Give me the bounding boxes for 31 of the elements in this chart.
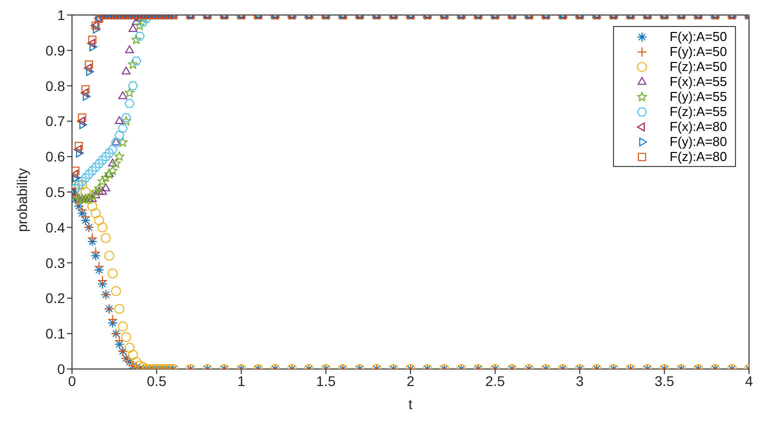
- y-axis-title: probability: [14, 168, 30, 232]
- y-tick-label: 0.9: [46, 42, 66, 58]
- legend-label: F(x):A=80: [670, 119, 727, 134]
- y-tick-label: 0.1: [46, 326, 66, 342]
- x-tick-label: 3: [576, 372, 584, 389]
- y-tick-label: 0.3: [46, 254, 66, 271]
- x-tick-label: 1.5: [316, 372, 336, 389]
- legend-label: F(y):A=55: [670, 89, 727, 104]
- legend-label: F(z):A=55: [670, 104, 727, 119]
- x-tick-label: 1: [237, 372, 246, 389]
- y-tick-label: 0.4: [46, 219, 66, 236]
- y-tick-label: 0.2: [46, 290, 66, 306]
- x-axis-title: t: [408, 396, 413, 412]
- y-tick-label: 0.7: [46, 113, 66, 130]
- legend-label: F(z):A=80: [670, 149, 727, 164]
- y-tick-label: 0.6: [46, 148, 66, 165]
- y-tick-label: 0.8: [46, 78, 66, 94]
- x-tick-label: 0: [68, 372, 76, 389]
- y-tick-label: 0.5: [46, 184, 66, 200]
- x-tick-label: 4: [745, 372, 754, 389]
- legend-label: F(y):A=50: [670, 44, 727, 59]
- legend-label: F(x):A=50: [670, 29, 727, 44]
- x-tick-label: 2.5: [485, 372, 506, 389]
- legend-label: F(x):A=55: [670, 74, 727, 89]
- legend-label: F(z):A=50: [670, 59, 727, 74]
- x-tick-label: 0.5: [146, 372, 167, 389]
- legend-label: F(y):A=80: [670, 134, 727, 149]
- x-tick-label: 3.5: [654, 372, 674, 389]
- y-tick-label: 0: [57, 360, 66, 377]
- y-tick-label: 1: [57, 6, 66, 23]
- x-tick-label: 2: [406, 372, 415, 389]
